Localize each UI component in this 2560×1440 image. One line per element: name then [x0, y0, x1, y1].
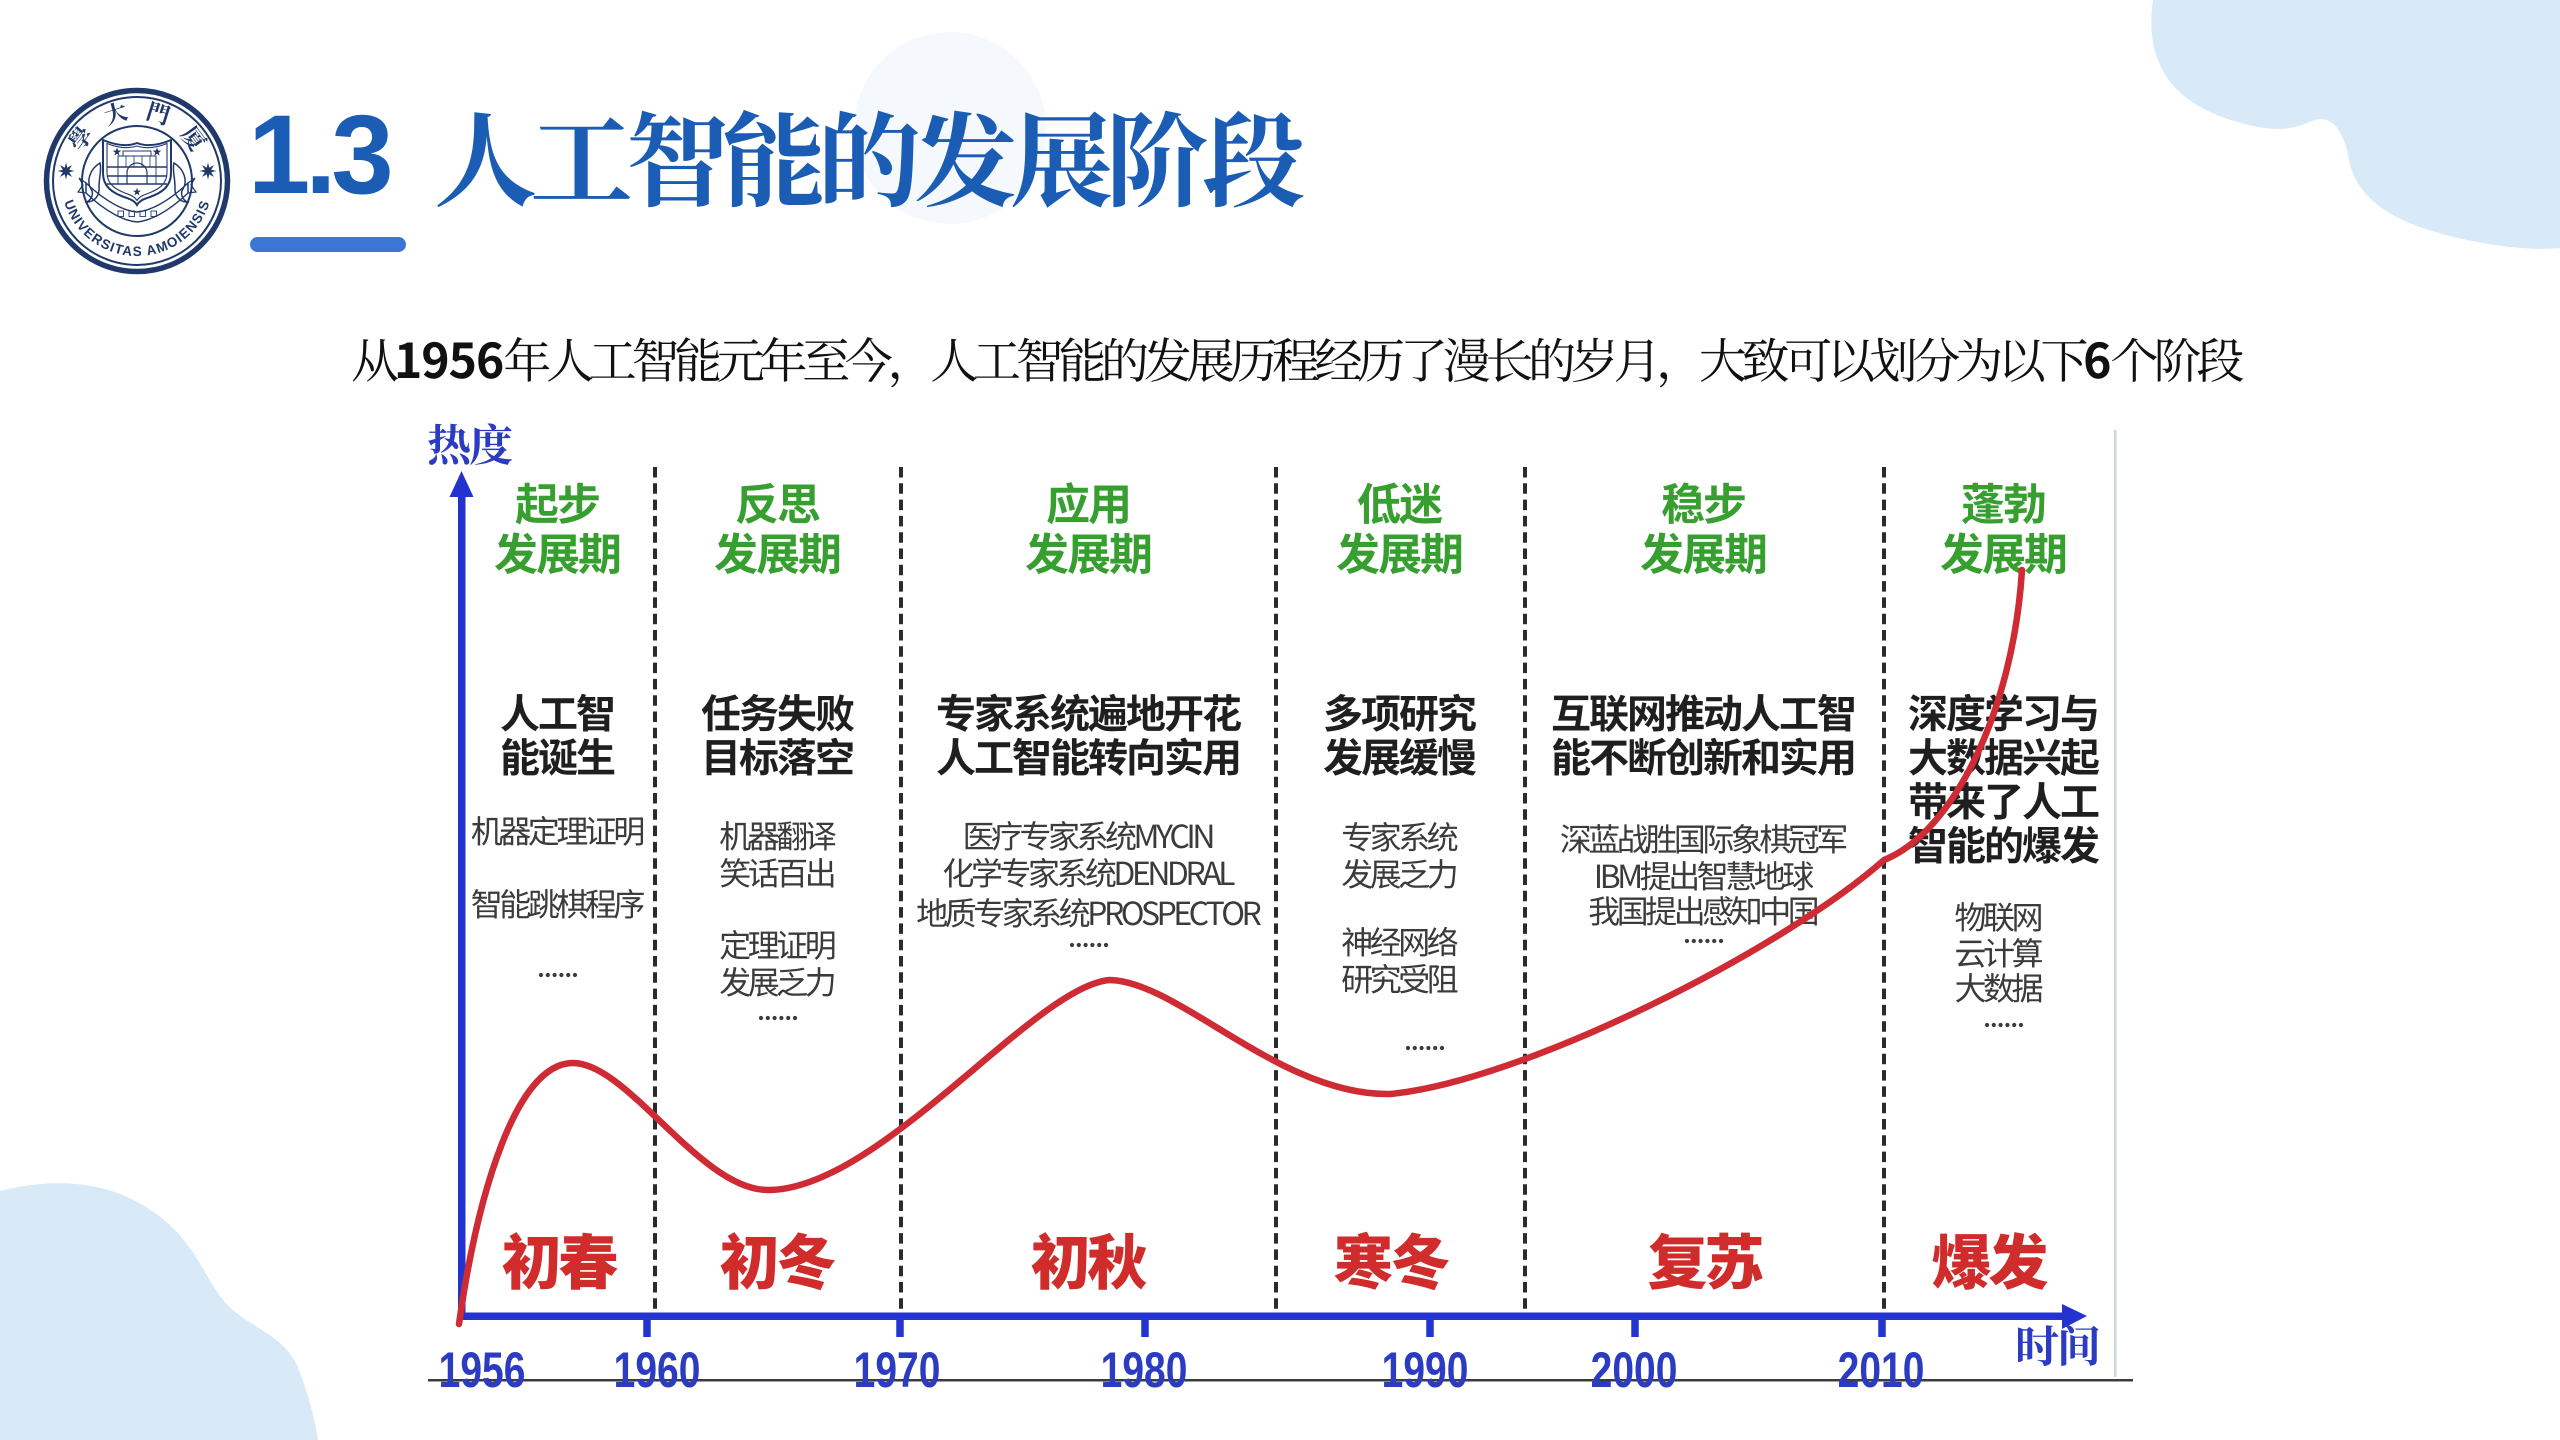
svg-text:1.3: 1.3 [248, 92, 390, 217]
svg-text:1960: 1960 [614, 1341, 701, 1398]
svg-text:1990: 1990 [1382, 1341, 1469, 1398]
svg-text:1980: 1980 [1101, 1341, 1188, 1398]
svg-text:1956: 1956 [439, 1341, 526, 1398]
svg-text:2010: 2010 [1838, 1341, 1925, 1398]
svg-text:2000: 2000 [1591, 1341, 1678, 1398]
svg-text:1970: 1970 [854, 1341, 941, 1398]
